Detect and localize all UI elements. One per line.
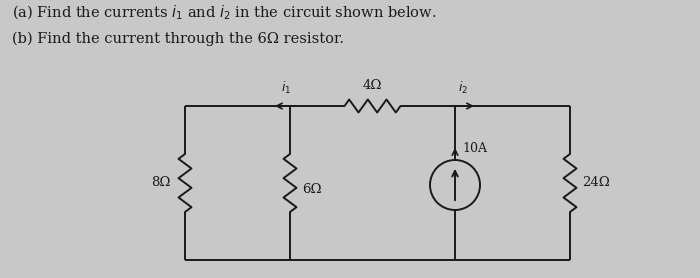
- Text: $i_2$: $i_2$: [458, 80, 468, 96]
- Text: 8Ω: 8Ω: [152, 177, 171, 190]
- Text: 24Ω: 24Ω: [582, 177, 610, 190]
- Text: 4Ω: 4Ω: [363, 79, 382, 92]
- Text: 6Ω: 6Ω: [302, 182, 321, 195]
- Text: (b) Find the current through the 6Ω resistor.: (b) Find the current through the 6Ω resi…: [12, 32, 344, 46]
- Text: $i_1$: $i_1$: [281, 80, 291, 96]
- Text: (a) Find the currents $i_1$ and $i_2$ in the circuit shown below.: (a) Find the currents $i_1$ and $i_2$ in…: [12, 4, 436, 23]
- Text: 10A: 10A: [462, 142, 487, 155]
